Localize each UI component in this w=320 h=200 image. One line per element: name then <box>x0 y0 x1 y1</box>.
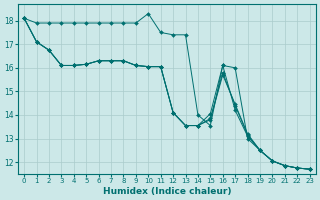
X-axis label: Humidex (Indice chaleur): Humidex (Indice chaleur) <box>103 187 231 196</box>
